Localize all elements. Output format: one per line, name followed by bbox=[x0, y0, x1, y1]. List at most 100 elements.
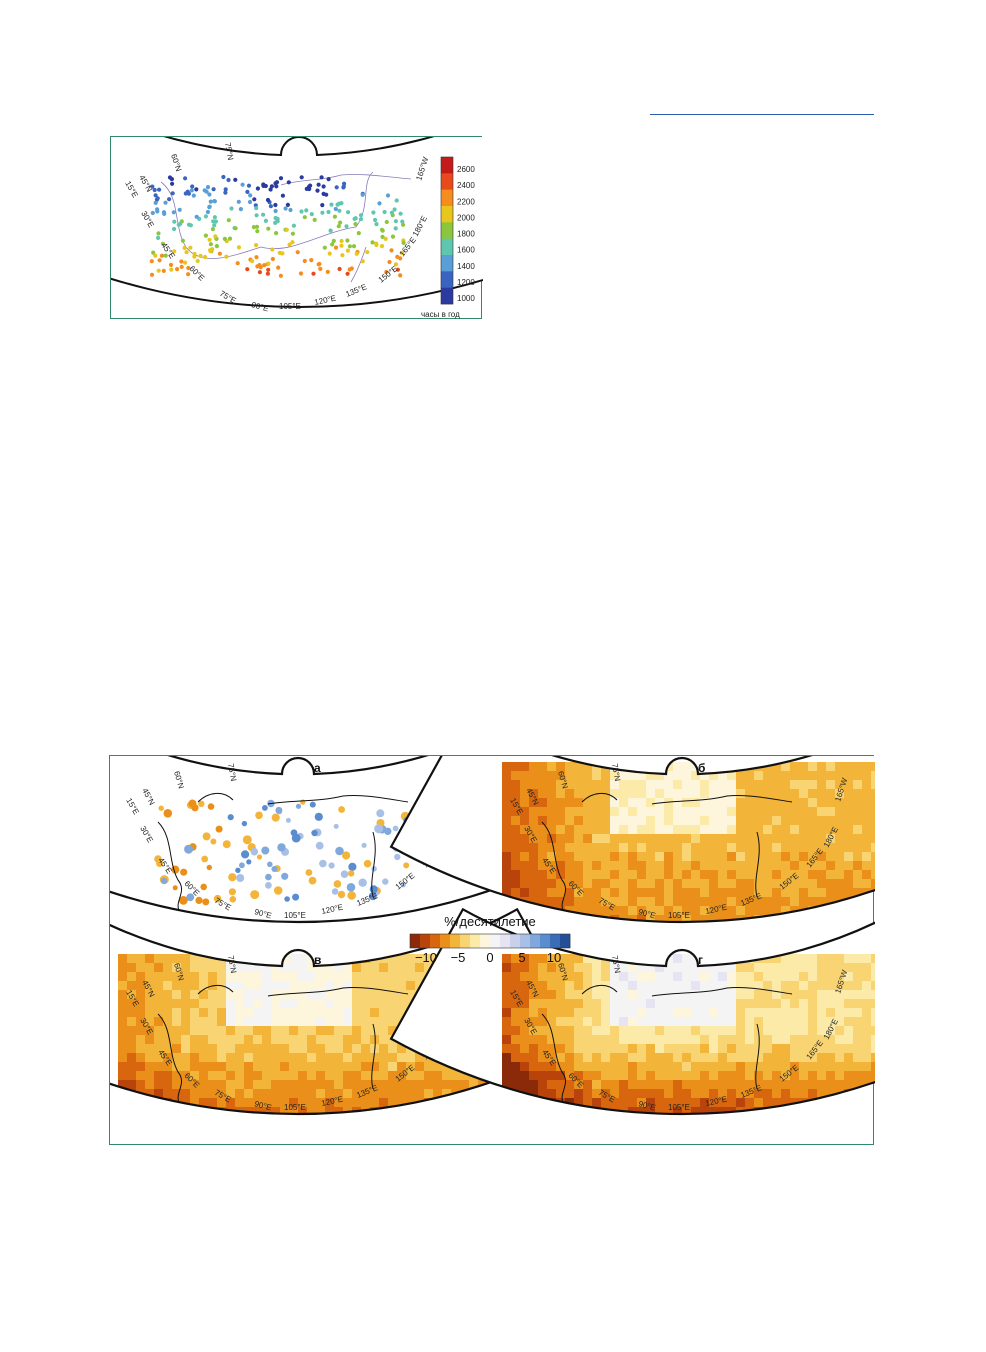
trend-cell bbox=[190, 1053, 200, 1063]
station-dot bbox=[227, 814, 234, 821]
station-dot bbox=[160, 241, 166, 246]
trend-cell bbox=[556, 834, 566, 844]
trend-cell bbox=[754, 888, 764, 898]
trend-cell bbox=[547, 1017, 557, 1027]
trend-cell bbox=[817, 870, 827, 880]
trend-cell bbox=[592, 1089, 602, 1099]
trend-cell bbox=[853, 972, 863, 982]
trend-cell bbox=[361, 1071, 371, 1081]
trend-cell bbox=[853, 981, 863, 991]
trend-cell bbox=[646, 834, 656, 844]
trend-cell bbox=[655, 1116, 665, 1126]
trend-cell bbox=[691, 807, 701, 817]
trend-cell bbox=[844, 981, 854, 991]
trend-cell bbox=[556, 825, 566, 835]
station-dot bbox=[322, 245, 327, 250]
trend-cell bbox=[754, 1017, 764, 1027]
trend-cell bbox=[763, 1089, 773, 1099]
trend-cell bbox=[601, 1008, 611, 1018]
trend-cell bbox=[136, 1026, 146, 1036]
station-dot bbox=[387, 259, 392, 265]
coastline bbox=[157, 821, 183, 913]
trend-cell bbox=[199, 954, 209, 964]
station-dot bbox=[277, 843, 286, 852]
station-dot bbox=[400, 219, 405, 224]
trend-cell bbox=[520, 1080, 530, 1090]
trend-cell bbox=[691, 843, 701, 853]
trend-cell bbox=[835, 852, 845, 862]
trend-cell bbox=[529, 762, 539, 772]
trend-cell bbox=[844, 807, 854, 817]
trend-cell bbox=[406, 981, 416, 991]
station-dot bbox=[331, 888, 339, 895]
trend-cell bbox=[808, 1008, 818, 1018]
trend-cell bbox=[781, 1008, 791, 1018]
trend-cell bbox=[862, 852, 872, 862]
station-dot bbox=[202, 898, 210, 906]
trend-cell bbox=[727, 1098, 737, 1108]
station-dot bbox=[373, 217, 378, 223]
trend-cell bbox=[754, 807, 764, 817]
trend-cell bbox=[289, 1062, 299, 1072]
trend-cell bbox=[700, 990, 710, 1000]
trend-cell bbox=[145, 1035, 155, 1045]
trend-cell bbox=[700, 981, 710, 991]
trend-cell bbox=[163, 1062, 173, 1072]
trend-cell bbox=[835, 924, 845, 934]
station-dot bbox=[212, 223, 217, 228]
trend-cell bbox=[538, 789, 548, 799]
trend-cell bbox=[556, 780, 566, 790]
trend-cell bbox=[763, 1044, 773, 1054]
trend-cell bbox=[583, 1035, 593, 1045]
trend-cell bbox=[817, 807, 827, 817]
trend-cell bbox=[709, 1035, 719, 1045]
trend-cell bbox=[565, 834, 575, 844]
trend-cell bbox=[136, 1008, 146, 1018]
trend-cell bbox=[799, 852, 809, 862]
trend-cell bbox=[817, 861, 827, 871]
trend-cell bbox=[511, 771, 521, 781]
trend-cell bbox=[763, 843, 773, 853]
trend-cell bbox=[826, 906, 836, 916]
trend-cell bbox=[556, 1044, 566, 1054]
trend-cell bbox=[361, 999, 371, 1009]
trend-cell bbox=[601, 807, 611, 817]
trend-cell bbox=[547, 780, 557, 790]
station-dot bbox=[318, 266, 323, 271]
trend-cell bbox=[547, 1008, 557, 1018]
trend-cell bbox=[745, 771, 755, 781]
station-dot bbox=[180, 868, 188, 876]
trend-cell bbox=[316, 1098, 326, 1108]
station-dot bbox=[252, 197, 257, 202]
trend-cell bbox=[343, 1035, 353, 1045]
trend-cell bbox=[172, 963, 182, 973]
trend-cell bbox=[145, 1017, 155, 1027]
trend-cell bbox=[502, 1071, 512, 1081]
station-dot bbox=[395, 267, 400, 272]
trend-cell bbox=[862, 954, 872, 964]
trend-cell bbox=[583, 1080, 593, 1090]
trend-cell bbox=[352, 1044, 362, 1054]
trend-cell bbox=[745, 870, 755, 880]
trend-cell bbox=[664, 1071, 674, 1081]
station-dot bbox=[161, 877, 168, 884]
trend-cell bbox=[547, 771, 557, 781]
trend-cell bbox=[538, 981, 548, 991]
trend-cell bbox=[502, 1008, 512, 1018]
trend-cell bbox=[583, 888, 593, 898]
trend-cell bbox=[808, 789, 818, 799]
station-dot bbox=[295, 803, 302, 809]
trend-cell bbox=[862, 798, 872, 808]
trend-cell bbox=[736, 771, 746, 781]
trend-cell bbox=[646, 1053, 656, 1063]
trend-cell bbox=[217, 990, 227, 1000]
trend-cell bbox=[862, 1062, 872, 1072]
trend-cell bbox=[529, 1035, 539, 1045]
trend-cell bbox=[583, 972, 593, 982]
trend-cell bbox=[208, 972, 218, 982]
station-dot bbox=[150, 184, 155, 189]
trend-cell bbox=[583, 780, 593, 790]
trend-cell bbox=[592, 1026, 602, 1036]
colorbar-tick: 1600 bbox=[457, 246, 475, 255]
trend-cell bbox=[844, 879, 854, 889]
